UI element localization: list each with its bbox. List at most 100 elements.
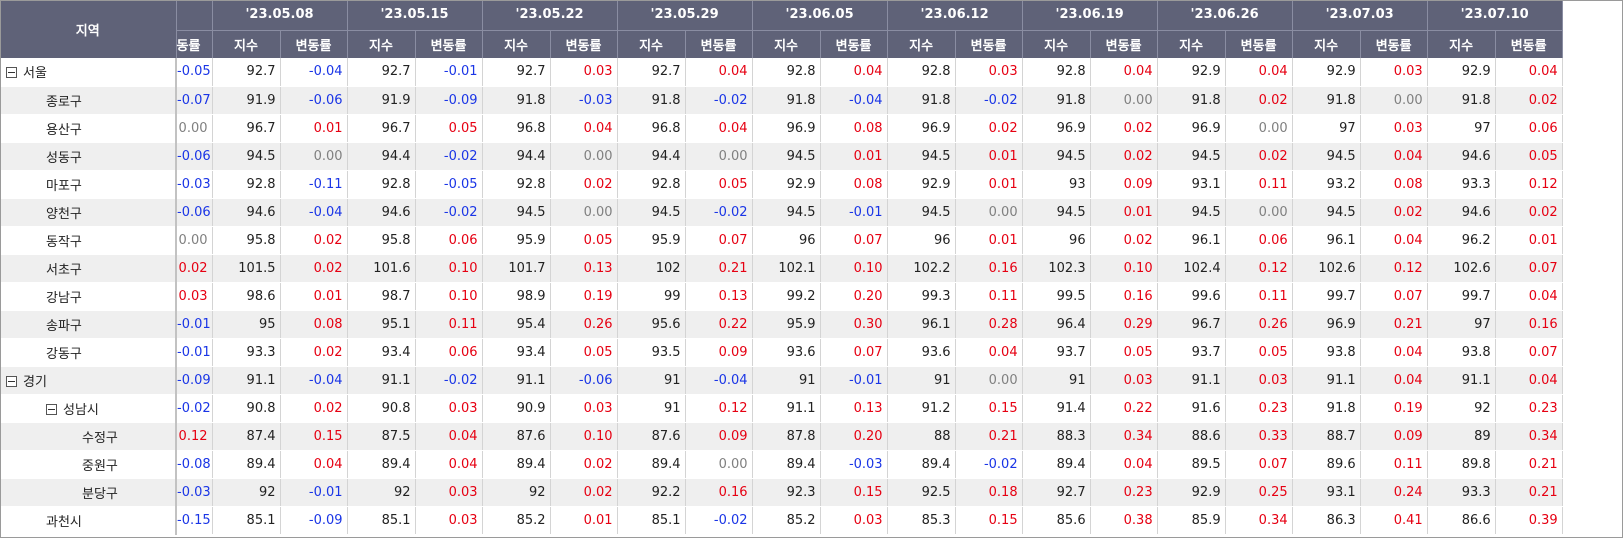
index-cell: 94.5 xyxy=(1157,142,1226,171)
table-row[interactable]: 마포구 -0.03 92.8 -0.11 92.8 -0.05 92.8 0.02 92.8 0.… xyxy=(0,170,1563,199)
change-cell: 0.30 xyxy=(820,310,888,339)
table-row[interactable]: 종로구 -0.07 91.9 -0.06 91.9 -0.09 91.8 -0.03 91.8-… xyxy=(0,86,1563,115)
column-header-week[interactable]: '23.07.10 xyxy=(1427,0,1563,30)
region-cell: 수정구 xyxy=(0,422,177,451)
change-cell: 0.20 xyxy=(820,422,888,451)
index-cell: 94.6 xyxy=(212,198,281,227)
index-cell: 93.6 xyxy=(752,338,821,367)
collapse-toggle-icon[interactable] xyxy=(6,67,17,79)
column-header-week[interactable]: '23.07.03 xyxy=(1292,0,1428,30)
index-cell: 89.4 xyxy=(212,450,281,479)
change-cell: 0.21 xyxy=(1495,450,1563,479)
region-name: 종로구 xyxy=(46,94,82,110)
index-cell: 96.1 xyxy=(887,310,956,339)
index-cell: 94.5 xyxy=(752,198,821,227)
index-cell: 92.8 xyxy=(887,58,956,87)
index-cell: 96.9 xyxy=(1157,114,1226,143)
index-cell: 96.9 xyxy=(887,114,956,143)
collapse-toggle-icon[interactable] xyxy=(6,375,17,387)
index-cell: 91.8 xyxy=(482,86,551,115)
table-row[interactable]: 과천시 -0.15 85.1 -0.09 85.1 0.03 85.2 0.01 85.1 -0.… xyxy=(0,506,1563,535)
index-cell: 91.9 xyxy=(212,86,281,115)
change-cell: 0.07 xyxy=(1225,450,1293,479)
table-row[interactable]: 양천구 -0.06 94.6 -0.04 94.6 -0.02 94.5 0.00 94.5 -0… xyxy=(0,198,1563,227)
index-cell: 85.2 xyxy=(752,506,821,535)
table-row[interactable]: 서초구 0.02 101.5 0.02 101.6 0.10 101.7 0.13 102 0.2… xyxy=(0,254,1563,283)
change-cell: -0.04 xyxy=(280,198,348,227)
table-row[interactable]: 성남시 -0.02 90.8 0.02 90.8 0.03 90.9 0.03 91 0.12 91… xyxy=(0,394,1563,423)
column-header-index: 지수 xyxy=(212,29,281,58)
change-cell: 0.19 xyxy=(1360,394,1428,423)
column-header-week[interactable]: '23.06.19 xyxy=(1022,0,1158,30)
change-cell: 0.05 xyxy=(550,226,618,255)
table-row[interactable]: 분당구 -0.03 92 -0.01 92 0.03 92 0.02 92.2 0.16 92.3 0… xyxy=(0,478,1563,507)
change-cell: 0.02 xyxy=(1090,226,1158,255)
index-cell: 85.2 xyxy=(482,506,551,535)
change-cell: 0.13 xyxy=(820,394,888,423)
column-header-week[interactable]: '23.05.08 xyxy=(212,0,348,30)
change-cell: 0.10 xyxy=(415,282,483,311)
index-cell: 96.1 xyxy=(1157,226,1226,255)
index-cell: 93.3 xyxy=(212,338,281,367)
index-cell: 99.3 xyxy=(887,282,956,311)
change-cell: 0.04 xyxy=(415,422,483,451)
column-header-week[interactable]: '23.06.05 xyxy=(752,0,888,30)
region-cell: 서울 xyxy=(0,58,177,87)
region-cell: 마포구 xyxy=(0,170,177,199)
column-header-week[interactable]: '23.06.26 xyxy=(1157,0,1293,30)
column-header-week[interactable]: '23.05.29 xyxy=(617,0,753,30)
change-cell: -0.08 xyxy=(176,450,213,479)
column-header-change: 변동률 xyxy=(1495,29,1563,58)
change-cell: -0.02 xyxy=(955,450,1023,479)
change-cell: 0.03 xyxy=(550,394,618,423)
change-cell: 0.00 xyxy=(955,366,1023,395)
table-row[interactable]: 용산구 0.00 96.7 0.01 96.7 0.05 96.8 0.04 96.8 0.04 9… xyxy=(0,114,1563,143)
column-header-change: 변동률 xyxy=(685,29,753,58)
region-name: 용산구 xyxy=(46,122,82,138)
table-row[interactable]: 중원구 -0.08 89.4 0.04 89.4 0.04 89.4 0.02 89.4 0.00… xyxy=(0,450,1563,479)
index-cell: 96.9 xyxy=(1022,114,1091,143)
change-cell: 0.00 xyxy=(176,114,213,143)
change-cell: 0.23 xyxy=(1225,394,1293,423)
change-cell: 0.05 xyxy=(685,170,753,199)
change-cell: 0.03 xyxy=(1360,114,1428,143)
index-cell: 94.5 xyxy=(212,142,281,171)
index-cell: 102 xyxy=(617,254,686,283)
change-cell: 0.02 xyxy=(550,478,618,507)
index-cell: 91 xyxy=(752,366,821,395)
change-cell: -0.03 xyxy=(550,86,618,115)
index-cell: 95.1 xyxy=(347,310,416,339)
change-cell: 0.06 xyxy=(1495,114,1563,143)
change-cell: -0.11 xyxy=(280,170,348,199)
collapse-toggle-icon[interactable] xyxy=(46,403,57,415)
change-cell: 0.04 xyxy=(1360,338,1428,367)
index-cell: 91 xyxy=(1022,366,1091,395)
change-cell: 0.33 xyxy=(1225,422,1293,451)
change-cell: 0.03 xyxy=(176,282,213,311)
index-cell: 93.4 xyxy=(482,338,551,367)
column-header-week[interactable]: '23.05.22 xyxy=(482,0,618,30)
change-cell: 0.12 xyxy=(176,422,213,451)
index-cell: 91.6 xyxy=(1157,394,1226,423)
change-cell: -0.02 xyxy=(415,366,483,395)
index-cell: 93.6 xyxy=(887,338,956,367)
region-cell: 경기 xyxy=(0,366,177,395)
column-header-week[interactable]: '23.05.15 xyxy=(347,0,483,30)
region-name: 강동구 xyxy=(46,346,82,362)
column-header-region[interactable]: 지역 xyxy=(0,0,177,58)
change-cell: 0.08 xyxy=(820,114,888,143)
table-row[interactable]: 서울 -0.05 92.7 -0.04 92.7 -0.01 92.7 0.03 92.7 0.0… xyxy=(0,58,1563,87)
table-row[interactable]: 송파구 -0.01 95 0.08 95.1 0.11 95.4 0.26 95.6 0.22 95… xyxy=(0,310,1563,339)
table-row[interactable]: 성동구 -0.06 94.5 0.00 94.4 -0.02 94.4 0.00 94.4 0.0… xyxy=(0,142,1563,171)
column-header-week[interactable]: '23.06.12 xyxy=(887,0,1023,30)
table-row[interactable]: 강동구 -0.01 93.3 0.02 93.4 0.06 93.4 0.05 93.5 0.09… xyxy=(0,338,1563,367)
change-cell: -0.04 xyxy=(280,366,348,395)
change-cell: 0.28 xyxy=(955,310,1023,339)
table-row[interactable]: 경기 -0.09 91.1 -0.04 91.1 -0.02 91.1 -0.06 91 -0.0… xyxy=(0,366,1563,395)
change-cell: 0.03 xyxy=(415,506,483,535)
table-row[interactable]: 동작구 0.00 95.8 0.02 95.8 0.06 95.9 0.05 95.9 0.07 9… xyxy=(0,226,1563,255)
index-cell: 94.5 xyxy=(752,142,821,171)
table-row[interactable]: 강남구 0.03 98.6 0.01 98.7 0.10 98.9 0.19 99 0.13 99.… xyxy=(0,282,1563,311)
column-header-change: 변동률 xyxy=(1360,29,1428,58)
table-row[interactable]: 수정구 0.12 87.4 0.15 87.5 0.04 87.6 0.10 87.6 0.09 8… xyxy=(0,422,1563,451)
